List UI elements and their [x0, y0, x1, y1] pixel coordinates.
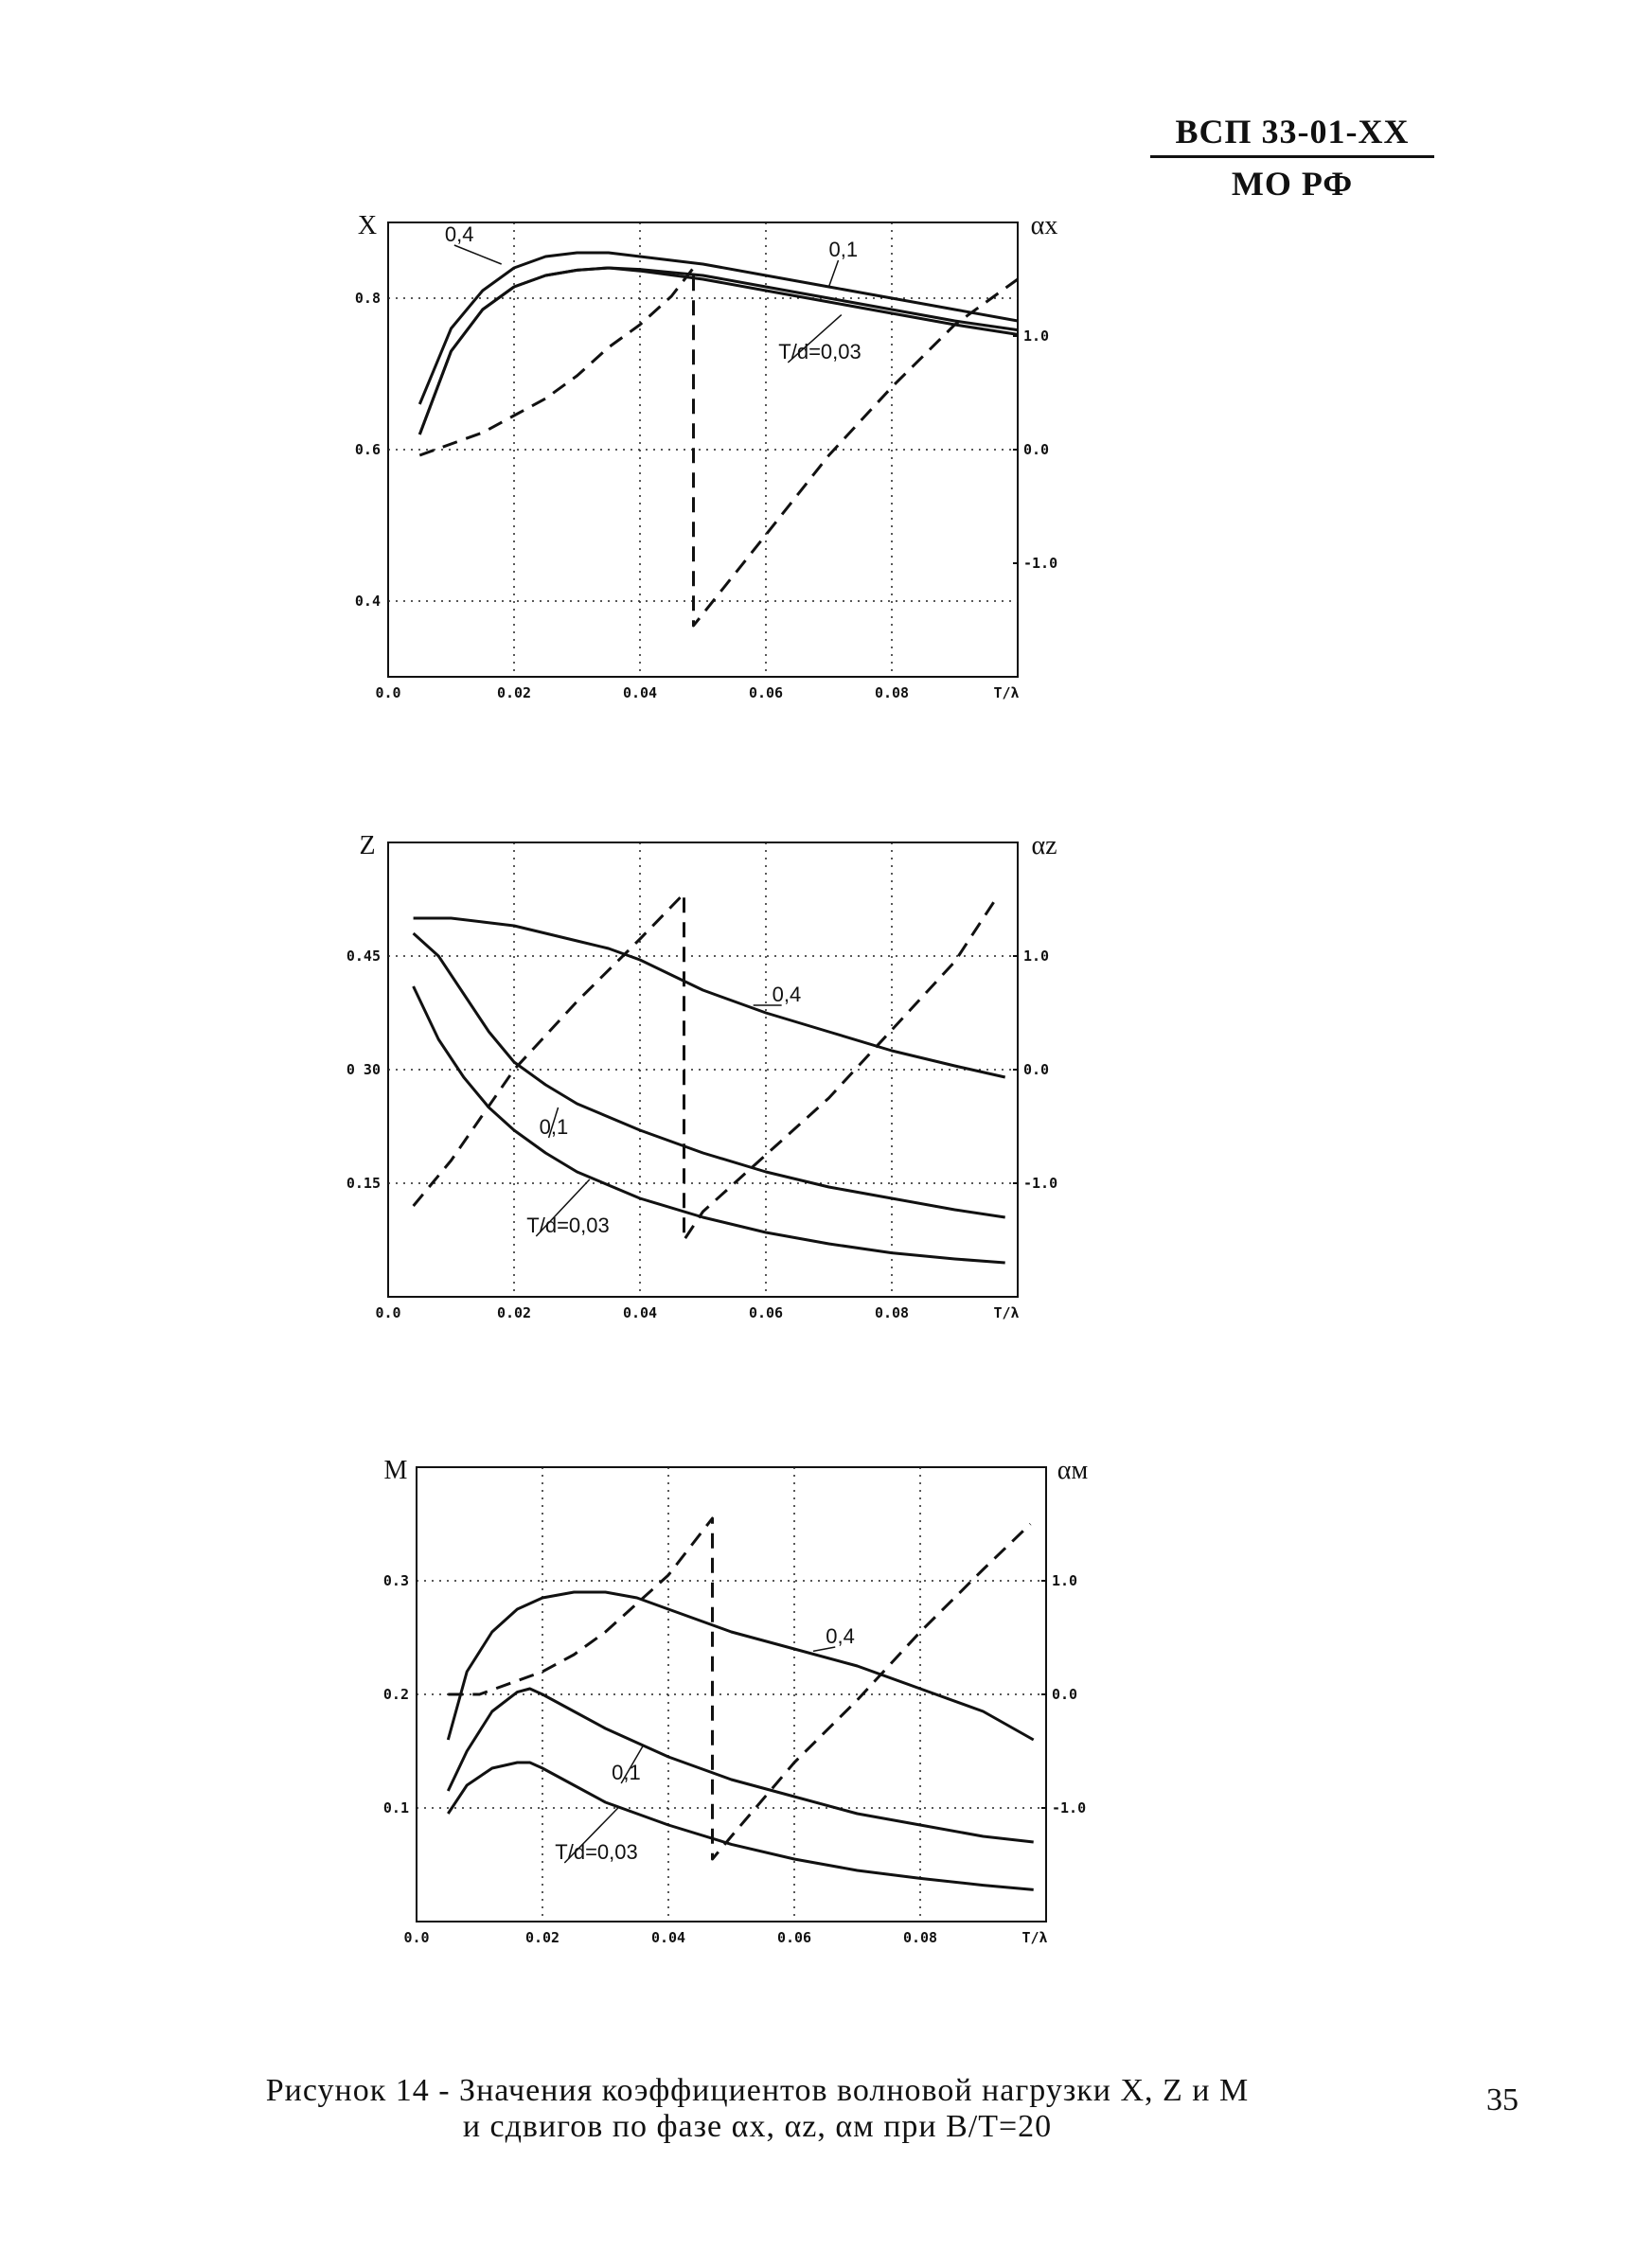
y2-tick-label: -1.0 — [1052, 1799, 1086, 1816]
coefficient-line — [447, 1761, 1034, 1891]
y2-axis-label: αм — [1057, 1456, 1089, 1485]
y-tick-label: 0.6 — [355, 441, 381, 458]
curve-label: T/d=0,03 — [526, 1214, 609, 1237]
curve-label: 0,1 — [829, 238, 859, 261]
document-code: ВСП 33-01-XX — [1150, 112, 1434, 158]
y-tick-label: 0.4 — [355, 593, 381, 610]
x-tick-label: 0.02 — [497, 684, 531, 701]
x-tick-label: 0.04 — [623, 1304, 657, 1321]
y2-axis-label: αx — [1031, 211, 1058, 240]
chart-m-coefficient: 0.0 0.02 0.04 0.06 0.08 T/λ 0.1 0.2 0.3 -1.0 0.0 1.… — [383, 1456, 1089, 1946]
y-tick-label: 0.45 — [346, 948, 381, 965]
phase-shift-line — [418, 266, 1019, 628]
document-header: ВСП 33-01-XX МО РФ — [1150, 112, 1434, 204]
curve-label-leader — [535, 1178, 591, 1237]
x-tick-label: 0.06 — [749, 1304, 783, 1321]
x-tick-label: 0.08 — [875, 684, 909, 701]
curve-label-leader — [547, 1107, 560, 1139]
coefficient-line — [417, 251, 1019, 405]
coefficient-line — [417, 266, 1019, 435]
y-axis-label: X — [358, 211, 377, 240]
y2-tick-label: -1.0 — [1023, 555, 1057, 572]
curve-label: 0,1 — [612, 1761, 641, 1784]
coefficient-line — [412, 985, 1005, 1265]
y-tick-label: 0.1 — [383, 1799, 409, 1816]
x-tick-label: 0.08 — [903, 1929, 937, 1946]
y2-tick-label: 0.0 — [1052, 1686, 1077, 1703]
organization: МО РФ — [1231, 165, 1354, 203]
curve-label-leader — [787, 314, 843, 363]
x-tick-label: 0.06 — [777, 1929, 811, 1946]
y-tick-label: 0 30 — [346, 1061, 381, 1078]
chart-x-coefficient: 0.0 0.02 0.04 0.06 0.08 T/λ 0.4 0.6 0.8 -1.0 0.0 1.… — [355, 211, 1058, 701]
plot-frame — [416, 1466, 1047, 1922]
curve-label: 0,4 — [826, 1624, 855, 1648]
y-axis-label: Z — [359, 831, 375, 860]
y-tick-label: 0.2 — [383, 1686, 409, 1703]
curve-label: 0,4 — [773, 983, 802, 1006]
curve-label: 0,1 — [540, 1115, 569, 1139]
figure-caption: Рисунок 14 - Значения коэффициентов волн… — [142, 2073, 1373, 2145]
y-tick-label: 0.15 — [346, 1175, 381, 1192]
curve-label: T/d=0,03 — [555, 1840, 637, 1864]
x-axis-label: T/λ — [1021, 1929, 1047, 1946]
y2-tick-label: 1.0 — [1023, 328, 1049, 345]
x-axis-label: T/λ — [993, 684, 1019, 701]
x-tick-label: 0.0 — [375, 1304, 400, 1321]
curve-label-leader — [827, 259, 840, 288]
y-axis-label: M — [384, 1456, 408, 1485]
x-tick-label: 0.08 — [875, 1304, 909, 1321]
chart-z-coefficient: 0.0 0.02 0.04 0.06 0.08 T/λ 0.15 0 30 0.45 -1.0 0.… — [346, 831, 1057, 1321]
coefficient-line — [417, 266, 1019, 435]
coefficient-line — [412, 931, 1005, 1219]
plot-frame — [387, 842, 1019, 1298]
curve-label-leader — [453, 244, 502, 265]
y2-tick-label: 1.0 — [1052, 1572, 1077, 1589]
y-tick-label: 0.3 — [383, 1572, 409, 1589]
curve-label-leader — [812, 1646, 836, 1653]
caption-line-1: Рисунок 14 - Значения коэффициентов волн… — [265, 2073, 1250, 2108]
y-tick-label: 0.8 — [355, 290, 381, 307]
y2-tick-label: 0.0 — [1023, 1061, 1049, 1078]
y2-tick-label: 0.0 — [1023, 441, 1049, 458]
x-axis-label: T/λ — [993, 1304, 1019, 1321]
coefficient-line — [446, 1687, 1034, 1844]
x-tick-label: 0.04 — [651, 1929, 685, 1946]
coefficient-line — [413, 916, 1006, 1079]
x-tick-label: 0.02 — [525, 1929, 560, 1946]
curve-label: 0,4 — [445, 222, 474, 246]
x-tick-label: 0.06 — [749, 684, 783, 701]
phase-shift-line — [412, 892, 997, 1242]
curve-label: T/d=0,03 — [778, 340, 861, 363]
y2-axis-label: αz — [1031, 831, 1057, 860]
curve-label-leader — [563, 1807, 619, 1864]
caption-line-2: и сдвигов по фазе αx, αz, αм при B/T=20 — [462, 2109, 1053, 2144]
page-number: 35 — [1486, 2082, 1519, 2117]
x-tick-label: 0.02 — [497, 1304, 531, 1321]
x-tick-label: 0.04 — [623, 684, 657, 701]
y2-tick-label: -1.0 — [1023, 1175, 1057, 1192]
y2-tick-label: 1.0 — [1023, 948, 1049, 965]
x-tick-label: 0.0 — [403, 1929, 429, 1946]
phase-shift-line — [448, 1516, 1032, 1861]
x-tick-label: 0.0 — [375, 684, 400, 701]
curve-label-leader — [620, 1745, 645, 1784]
coefficient-line — [446, 1590, 1035, 1742]
